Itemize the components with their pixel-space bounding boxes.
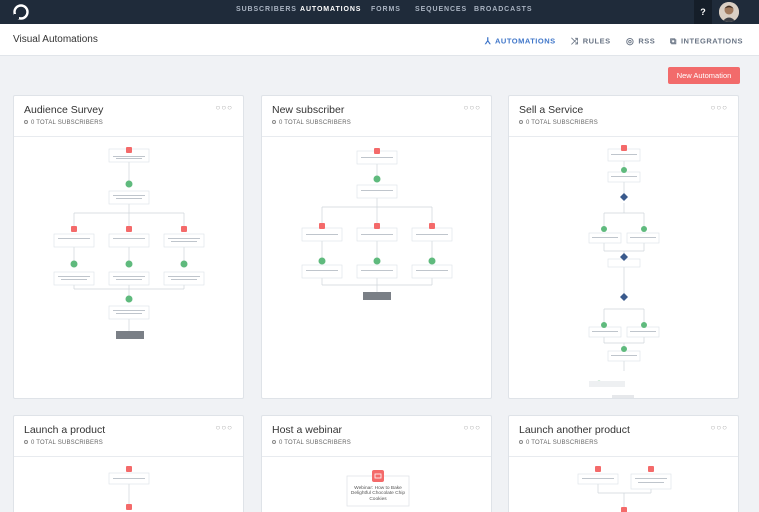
nav-automations[interactable]: AUTOMATIONS [300,6,362,13]
shuffle-icon: ⤨ [571,36,579,46]
automation-card[interactable]: Launch a product 0 TOTAL SUBSCRIBERS ○○○ [13,415,244,512]
rss-icon: ◎ [626,36,635,46]
card-subscriber-count: 0 TOTAL SUBSCRIBERS [272,120,351,126]
workflow-diagram [346,470,410,507]
card-subscriber-count: 0 TOTAL SUBSCRIBERS [519,120,598,126]
card-subscriber-count: 0 TOTAL SUBSCRIBERS [24,440,103,446]
tab-rss[interactable]: ◎ RSS [626,36,656,46]
tab-rules[interactable]: ⤨ RULES [571,36,611,46]
card-title: Sell a Service [519,104,584,116]
card-menu-icon[interactable]: ○○○ [463,423,481,432]
card-menu-icon[interactable]: ○○○ [710,103,728,112]
page-title: Visual Automations [13,34,98,45]
avatar[interactable] [719,2,739,22]
card-title: Host a webinar [272,424,343,436]
automation-icon: ⅄ [485,36,491,46]
card-subscriber-count: 0 TOTAL SUBSCRIBERS [272,440,351,446]
logo-icon[interactable] [12,3,30,21]
automation-card[interactable]: Audience Survey 0 TOTAL SUBSCRIBERS ○○○ [13,95,244,399]
workflow-diagram [301,148,453,300]
tab-integrations[interactable]: ⧉ INTEGRATIONS [670,36,744,46]
card-menu-icon[interactable]: ○○○ [710,423,728,432]
sub-header: Visual Automations ⅄ AUTOMATIONS ⤨ RULES ◎… [0,24,759,56]
automation-card[interactable]: New subscriber 0 TOTAL SUBSCRIBERS ○○○ [261,95,492,399]
workflow-diagram [53,147,205,339]
automation-card[interactable]: Host a webinar 0 TOTAL SUBSCRIBERS ○○○ W… [261,415,492,512]
webinar-node-label: Webinar: How to Bake Delightful Chocolat… [350,486,406,502]
workflow-diagram [588,145,660,398]
nav-sequences[interactable]: SEQUENCES [415,6,468,13]
new-automation-button[interactable]: New Automation [668,67,740,84]
workflow-diagram [108,466,150,510]
top-nav: SUBSCRIBERS AUTOMATIONS FORMS SEQUENCES … [0,0,759,24]
card-subscriber-count: 0 TOTAL SUBSCRIBERS [519,440,598,446]
card-title: Launch another product [519,424,630,436]
card-menu-icon[interactable]: ○○○ [215,103,233,112]
tab-automations[interactable]: ⅄ AUTOMATIONS [485,36,556,46]
nav-forms[interactable]: FORMS [371,6,401,13]
automation-card[interactable]: Sell a Service 0 TOTAL SUBSCRIBERS ○○○ [508,95,739,399]
help-button[interactable]: ? [694,0,712,24]
nav-broadcasts[interactable]: BROADCASTS [474,6,533,13]
card-title: New subscriber [272,104,345,116]
automation-card[interactable]: Launch another product 0 TOTAL SUBSCRIBE… [508,415,739,512]
card-title: Audience Survey [24,104,104,116]
card-subscriber-count: 0 TOTAL SUBSCRIBERS [24,120,103,126]
workflow-diagram [577,466,672,512]
card-menu-icon[interactable]: ○○○ [215,423,233,432]
nav-subscribers[interactable]: SUBSCRIBERS [236,6,297,13]
card-menu-icon[interactable]: ○○○ [463,103,481,112]
puzzle-icon: ⧉ [670,36,677,46]
card-title: Launch a product [24,424,106,436]
